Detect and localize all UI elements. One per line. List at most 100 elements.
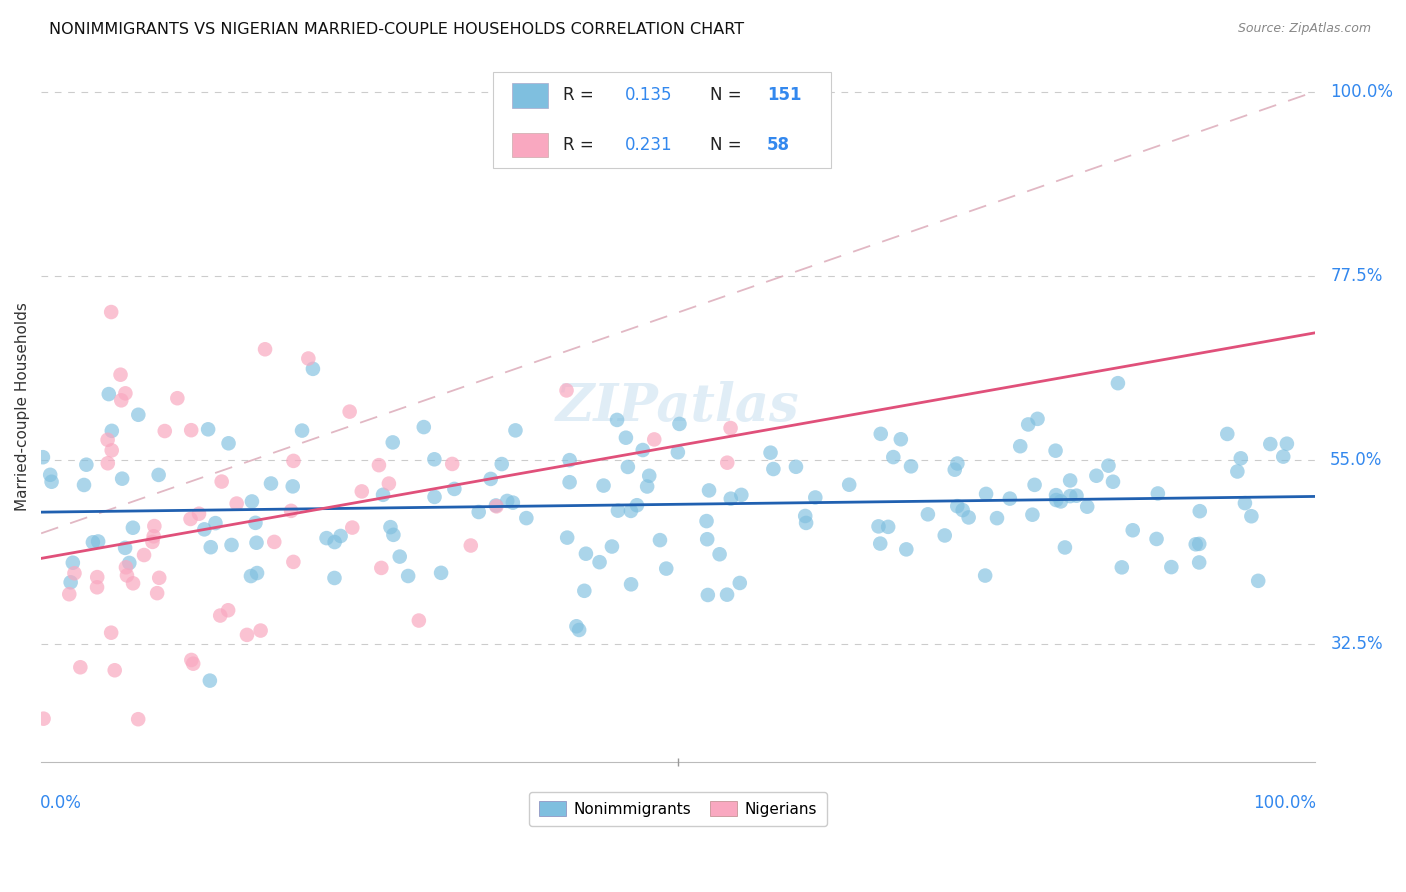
Point [263,535,285,549]
Point [104,663,127,677]
Text: 0.231: 0.231 [624,136,672,154]
Text: 100.0%: 100.0% [1330,83,1393,101]
Point [1247,574,1270,588]
Point [245,535,267,549]
Point [246,566,269,580]
Point [946,457,969,471]
Point [1233,496,1256,510]
Point [281,479,304,493]
Point [1188,504,1211,518]
Point [396,569,419,583]
Point [111,472,134,486]
Point [75,458,97,472]
Bar [512,83,548,108]
Point [218,436,240,450]
Point [952,503,974,517]
Point [87,534,110,549]
Point [890,432,912,446]
Point [636,479,658,493]
Point [1107,376,1129,391]
Point [211,475,233,489]
Text: 100.0%: 100.0% [1253,795,1316,813]
Text: Source: ZipAtlas.com: Source: ZipAtlas.com [1237,22,1371,36]
Bar [512,133,548,158]
Point [166,391,188,405]
Point [239,569,262,583]
Point [620,577,643,591]
Point [236,628,259,642]
Point [180,423,202,437]
Point [315,531,337,545]
Point [762,462,785,476]
Point [877,520,900,534]
Point [716,456,738,470]
Point [73,478,96,492]
Point [1230,451,1253,466]
Point [69,660,91,674]
Point [153,424,176,438]
Point [100,305,122,319]
Point [141,535,163,549]
Point [180,512,202,526]
Point [283,454,305,468]
Point [696,533,718,547]
Point [62,556,84,570]
Point [1026,412,1049,426]
Point [115,560,138,574]
Point [114,386,136,401]
Point [1275,436,1298,450]
Point [1146,532,1168,546]
Point [193,522,215,536]
Point [1059,489,1081,503]
Point [882,450,904,464]
Point [329,529,352,543]
Text: 32.5%: 32.5% [1330,635,1384,653]
Point [1010,439,1032,453]
Point [479,472,502,486]
Point [63,566,86,581]
Point [720,421,742,435]
Point [709,547,731,561]
Point [648,533,671,548]
Point [188,507,211,521]
Point [638,468,661,483]
Point [430,566,453,580]
Point [127,408,149,422]
Point [388,549,411,564]
Point [1160,560,1182,574]
Point [122,576,145,591]
Text: 77.5%: 77.5% [1330,267,1382,285]
Point [100,443,122,458]
Point [148,467,170,482]
Point [143,519,166,533]
Point [1272,450,1295,464]
Point [917,508,939,522]
Point [934,528,956,542]
Point [626,498,648,512]
Point [868,519,890,533]
Point [1017,417,1039,432]
Point [381,435,404,450]
Point [1024,478,1046,492]
Point [97,433,120,447]
Point [869,536,891,550]
Point [460,539,482,553]
Point [1097,458,1119,473]
Point [720,491,742,506]
Point [617,459,640,474]
Point [221,538,243,552]
Point [280,504,302,518]
Point [974,568,997,582]
Point [1216,426,1239,441]
Point [114,541,136,555]
Point [1102,475,1125,489]
Point [204,516,226,530]
Point [1188,556,1211,570]
Point [696,588,718,602]
Point [491,457,513,471]
Point [240,494,263,508]
Point [249,624,271,638]
Point [568,623,591,637]
Point [110,368,132,382]
Point [896,542,918,557]
